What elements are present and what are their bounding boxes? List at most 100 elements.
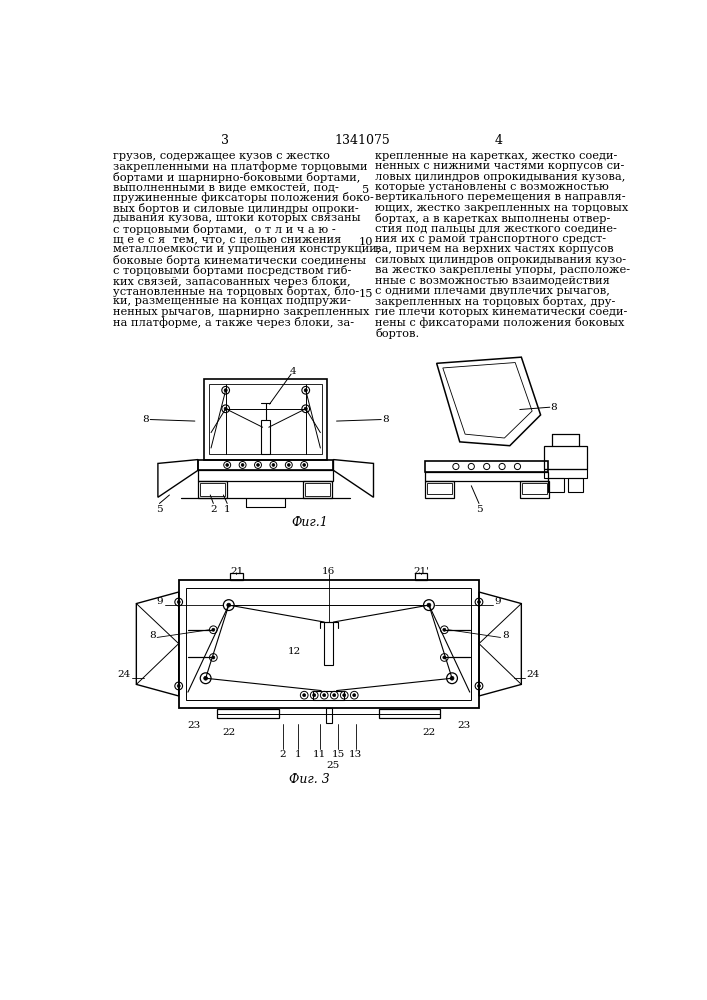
Text: 1: 1 xyxy=(295,750,301,759)
Circle shape xyxy=(303,464,305,466)
Circle shape xyxy=(177,684,180,687)
Bar xyxy=(179,580,479,708)
Text: ких связей, запасованных через блоки,: ких связей, запасованных через блоки, xyxy=(113,276,351,287)
Text: вертикального перемещения в направля-: вертикального перемещения в направля- xyxy=(375,192,626,202)
Text: 9: 9 xyxy=(494,597,501,606)
Bar xyxy=(568,478,583,492)
Text: 16: 16 xyxy=(322,567,335,576)
Text: 4: 4 xyxy=(289,367,296,376)
Text: установленные на торцовых бортах, бло-: установленные на торцовых бортах, бло- xyxy=(113,286,359,297)
Text: стия под пальцы для жесткого соедине-: стия под пальцы для жесткого соедине- xyxy=(375,224,617,234)
Text: бортами и шарнирно-боковыми бортами,: бортами и шарнирно-боковыми бортами, xyxy=(113,172,361,183)
Bar xyxy=(428,483,452,494)
Text: Фиг. 3: Фиг. 3 xyxy=(289,773,330,786)
Bar xyxy=(209,384,322,454)
Text: с торцовыми бортами посредством гиб-: с торцовыми бортами посредством гиб- xyxy=(113,265,351,276)
Text: металлоемкости и упрощения конструкции,: металлоемкости и упрощения конструкции, xyxy=(113,244,380,254)
Text: нные с возможностью взаимодействия: нные с возможностью взаимодействия xyxy=(375,276,610,286)
Text: бортов.: бортов. xyxy=(375,328,419,339)
Text: 5: 5 xyxy=(476,505,482,514)
Circle shape xyxy=(343,694,346,697)
Text: 8: 8 xyxy=(149,631,156,640)
Text: ва жестко закреплены упоры, расположе-: ва жестко закреплены упоры, расположе- xyxy=(375,265,630,275)
Bar xyxy=(198,481,227,498)
Bar xyxy=(425,481,455,498)
Text: щ е е с я  тем, что, с целью снижения: щ е е с я тем, что, с целью снижения xyxy=(113,234,341,244)
Text: ловых цилиндров опрокидывания кузова,: ловых цилиндров опрокидывания кузова, xyxy=(375,172,626,182)
Text: ва, причем на верхних частях корпусов: ва, причем на верхних частях корпусов xyxy=(375,244,614,254)
Text: 13: 13 xyxy=(349,750,363,759)
Text: 10: 10 xyxy=(358,237,373,247)
Text: 5: 5 xyxy=(362,185,370,195)
Text: нены с фиксаторами положения боковых: нены с фиксаторами положения боковых xyxy=(375,317,624,328)
Bar xyxy=(305,483,329,496)
Bar xyxy=(313,691,344,700)
Text: 4: 4 xyxy=(494,134,502,147)
Text: дывания кузова, штоки которых связаны: дывания кузова, штоки которых связаны xyxy=(113,213,361,223)
Text: 12: 12 xyxy=(288,647,300,656)
Text: 1341075: 1341075 xyxy=(334,134,390,147)
Bar xyxy=(379,709,440,718)
Text: 3: 3 xyxy=(221,134,229,147)
Bar xyxy=(230,573,243,580)
Bar xyxy=(520,481,549,498)
Text: которые установлены с возможностью: которые установлены с возможностью xyxy=(375,182,609,192)
Circle shape xyxy=(288,464,290,466)
Text: силовых цилиндров опрокидывания кузо-: силовых цилиндров опрокидывания кузо- xyxy=(375,255,626,265)
Bar xyxy=(198,460,334,470)
Text: ненных с нижними частями корпусов си-: ненных с нижними частями корпусов си- xyxy=(375,161,624,171)
Text: на платформе, а также через блоки, за-: на платформе, а также через блоки, за- xyxy=(113,317,354,328)
Bar xyxy=(217,709,279,718)
Text: с одними плечами двуплечих рычагов,: с одними плечами двуплечих рычагов, xyxy=(375,286,610,296)
Text: 8: 8 xyxy=(142,415,148,424)
Bar xyxy=(544,446,587,469)
Circle shape xyxy=(257,464,259,466)
Text: 8: 8 xyxy=(382,415,390,424)
Circle shape xyxy=(204,676,208,680)
Bar xyxy=(303,481,332,498)
Text: 5: 5 xyxy=(156,505,163,514)
Text: 15: 15 xyxy=(358,289,373,299)
Circle shape xyxy=(443,656,446,659)
Circle shape xyxy=(177,600,180,604)
Text: 15: 15 xyxy=(332,750,345,759)
Text: вых бортов и силовые цилиндры опроки-: вых бортов и силовые цилиндры опроки- xyxy=(113,203,359,214)
Circle shape xyxy=(224,389,227,392)
Text: 23: 23 xyxy=(187,721,201,730)
Text: ки, размещенные на концах подпружи-: ки, размещенные на концах подпружи- xyxy=(113,296,351,306)
Circle shape xyxy=(322,694,326,697)
Text: 22: 22 xyxy=(422,728,436,737)
Bar xyxy=(187,588,472,700)
Text: с торцовыми бортами,  о т л и ч а ю -: с торцовыми бортами, о т л и ч а ю - xyxy=(113,224,336,235)
Text: 8: 8 xyxy=(502,631,509,640)
Circle shape xyxy=(353,694,356,697)
Text: закрепленных на торцовых бортах, дру-: закрепленных на торцовых бортах, дру- xyxy=(375,296,615,307)
Bar xyxy=(261,420,270,454)
Bar xyxy=(522,483,547,494)
Circle shape xyxy=(304,389,308,392)
Text: ненных рычагов, шарнирно закрепленных: ненных рычагов, шарнирно закрепленных xyxy=(113,307,370,317)
Text: пружиненные фиксаторы положения боко-: пружиненные фиксаторы положения боко- xyxy=(113,192,374,203)
Text: 25: 25 xyxy=(326,761,339,770)
Bar xyxy=(198,470,334,481)
Circle shape xyxy=(450,676,454,680)
Circle shape xyxy=(303,694,305,697)
Text: 1: 1 xyxy=(224,505,230,514)
Text: боковые борта кинематически соединены: боковые борта кинематически соединены xyxy=(113,255,366,266)
Text: 2: 2 xyxy=(279,750,286,759)
Text: 23: 23 xyxy=(457,721,470,730)
Circle shape xyxy=(227,603,230,607)
Text: ющих, жестко закрепленных на торцовых: ющих, жестко закрепленных на торцовых xyxy=(375,203,629,213)
Bar xyxy=(200,483,225,496)
Bar xyxy=(549,478,563,492)
Circle shape xyxy=(226,464,228,466)
Text: 8: 8 xyxy=(551,403,557,412)
Circle shape xyxy=(272,464,275,466)
Text: 22: 22 xyxy=(222,728,235,737)
Text: 9: 9 xyxy=(157,597,163,606)
Bar xyxy=(425,472,549,481)
Circle shape xyxy=(241,464,244,466)
Circle shape xyxy=(477,684,481,687)
Bar xyxy=(415,573,428,580)
Circle shape xyxy=(212,656,215,659)
